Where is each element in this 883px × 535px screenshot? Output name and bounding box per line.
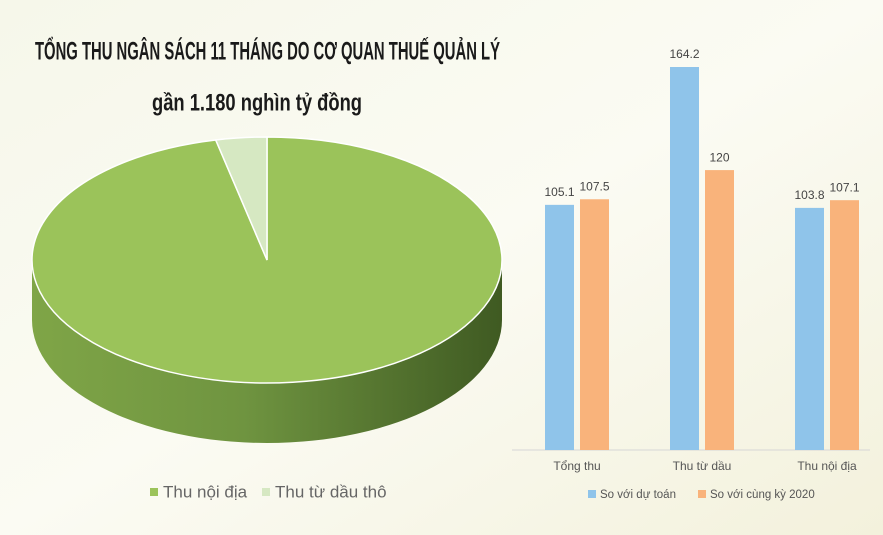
data-label: 120 (709, 150, 729, 164)
title: TỔNG THU NGÂN SÁCH 11 THÁNG DO CƠ QUAN T… (35, 36, 500, 66)
data-label: 103.8 (794, 188, 824, 202)
legend-label: Thu từ dầu thô (275, 482, 387, 501)
legend-label: So với cùng kỳ 2020 (710, 489, 815, 501)
legend-swatch (588, 490, 596, 498)
bar (580, 199, 609, 450)
subtitle: gần 1.180 nghìn tỷ đồng (152, 89, 362, 116)
pie-side (32, 260, 502, 443)
data-label: 107.1 (829, 180, 859, 194)
legend-swatch (150, 488, 158, 496)
legend-label: So với dự toán (600, 489, 676, 501)
data-label: 105.1 (544, 185, 574, 199)
bar (830, 200, 859, 450)
bar (545, 204, 574, 450)
legend-swatch (698, 490, 706, 498)
bar (795, 207, 824, 450)
data-label: 107.5 (579, 179, 609, 193)
bar (670, 67, 699, 450)
legend-swatch (262, 488, 270, 496)
x-tick-label: Thu nội địa (797, 459, 857, 473)
x-tick-label: Tổng thu (553, 459, 600, 473)
data-label: 164.2 (669, 47, 699, 61)
pie-slice (214, 136, 268, 261)
legend-label: Thu nội địa (163, 482, 248, 501)
x-tick-label: Thu từ dầu (673, 459, 732, 473)
bar (705, 170, 734, 450)
